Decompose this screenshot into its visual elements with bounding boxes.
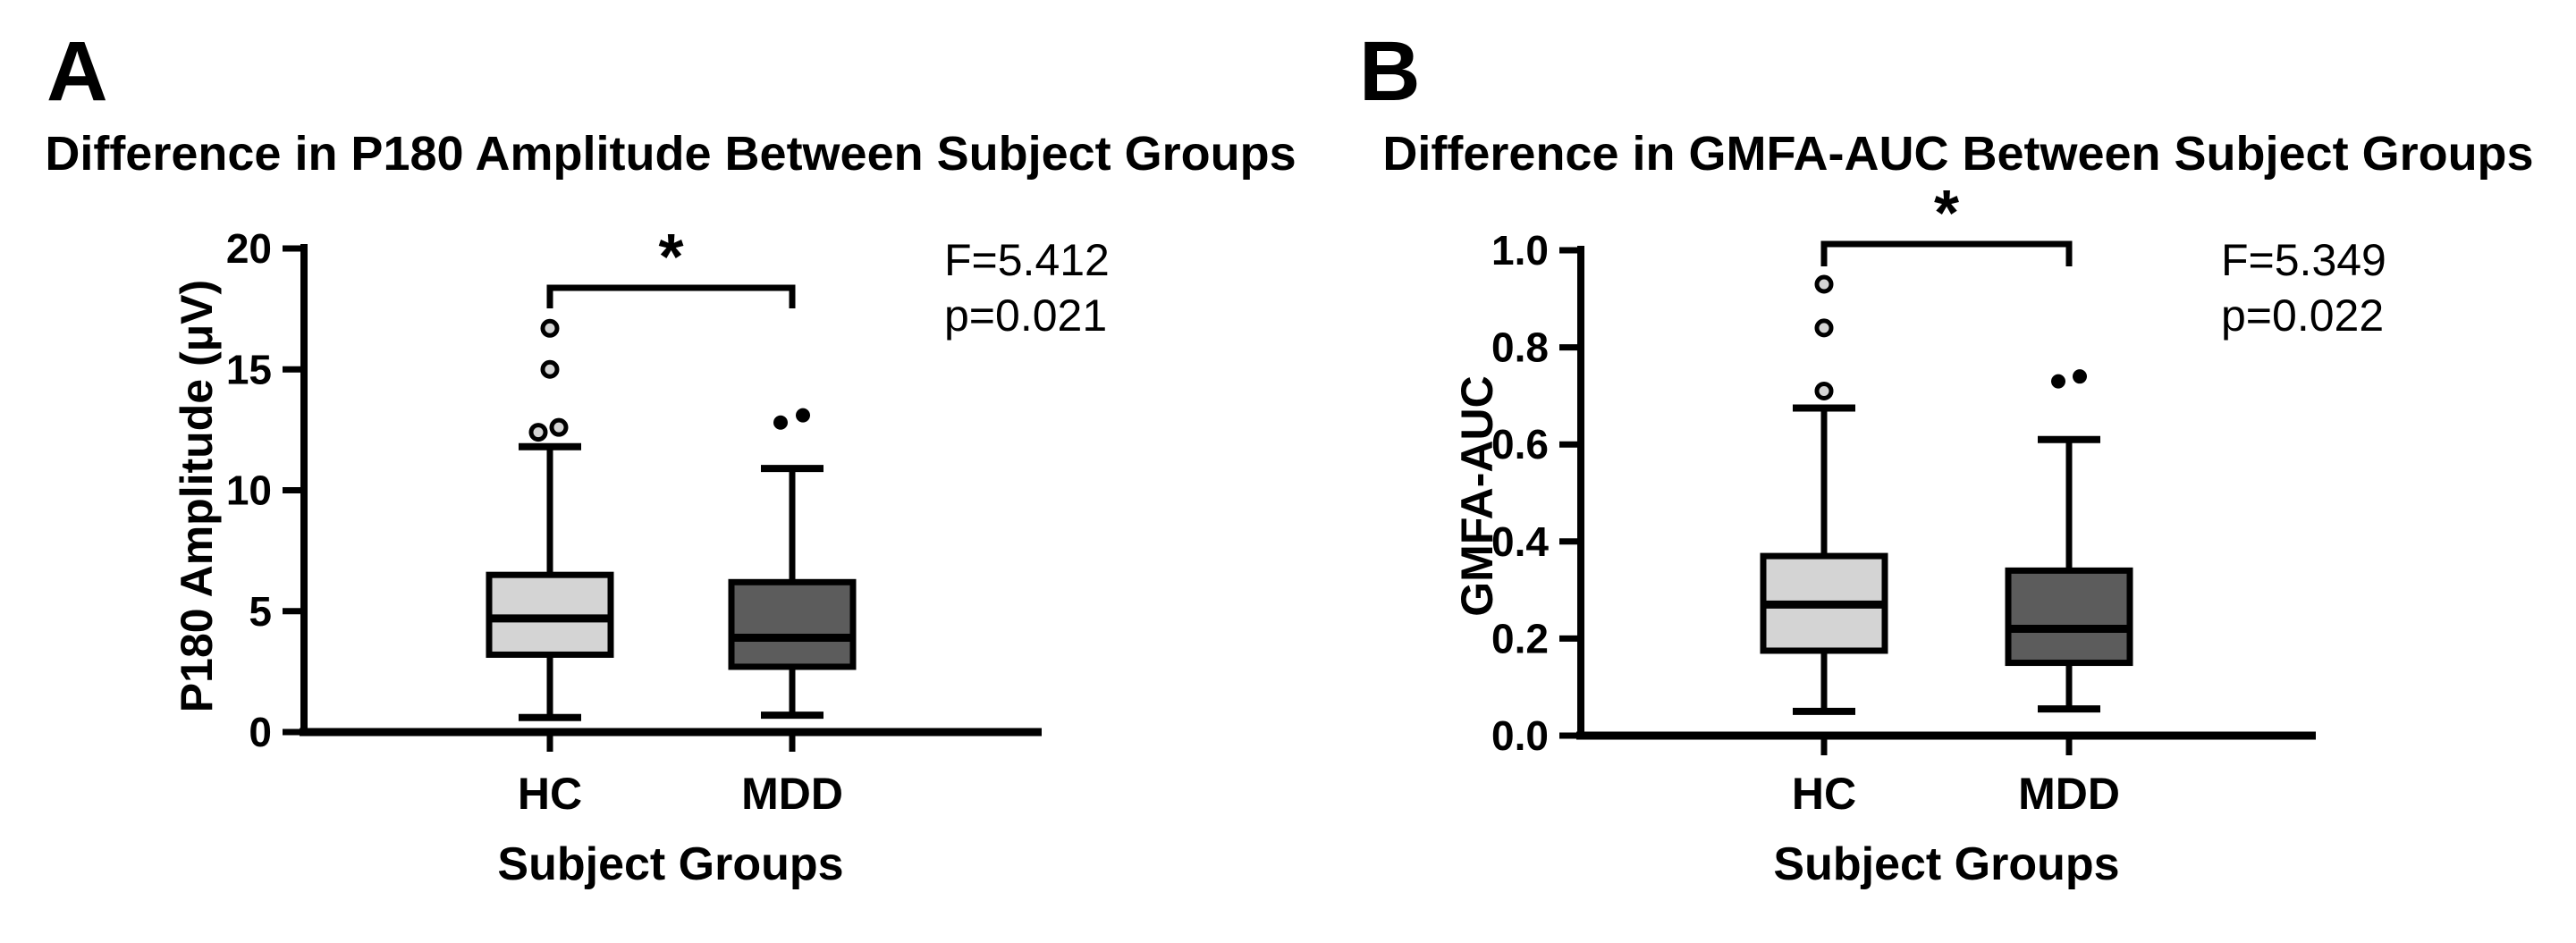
category-label-mdd: MDD [2018, 769, 2120, 819]
panel-b-x-axis-label: Subject Groups [1773, 838, 2119, 890]
significance-bracket [546, 284, 796, 308]
significance-bracket [1820, 240, 2073, 266]
panel-b-p-stat: p=0.022 [2221, 290, 2384, 341]
panel-b-y-axis-label: GMFA-AUC [1452, 375, 1502, 616]
category-label-hc: HC [1792, 769, 1856, 819]
y-tick-label: 0.4 [1491, 518, 1549, 565]
boxplot-panel-a: 0 5 10 15 20 HC MDD * [226, 222, 1042, 819]
significance-asterisk: * [658, 222, 683, 293]
outlier-point-hc [1814, 318, 1834, 338]
y-tick-label: 0 [249, 709, 272, 755]
y-tick-label: 0.0 [1491, 712, 1549, 759]
outlier-point-mdd [796, 408, 810, 423]
panel-b-f-stat: F=5.349 [2221, 235, 2386, 285]
panel-b-letter: B [1359, 24, 1421, 119]
outlier-point-hc [540, 359, 560, 379]
panel-b-title: Difference in GMFA-AUC Between Subject G… [1382, 127, 2533, 181]
outlier-point-hc [1814, 274, 1834, 294]
boxplot-panel-b: 0.0 0.2 0.4 0.6 0.8 1.0 HC MDD * [1491, 178, 2316, 819]
significance-asterisk: * [1934, 178, 1959, 249]
category-label-mdd: MDD [741, 769, 843, 819]
y-tick-label: 0.2 [1491, 615, 1549, 661]
panel-a-p-stat: p=0.021 [944, 290, 1107, 341]
y-tick-label: 0.8 [1491, 324, 1549, 371]
panel-a-f-stat: F=5.412 [944, 235, 1110, 285]
outlier-point-hc [549, 417, 569, 437]
outlier-point-hc [1814, 381, 1834, 400]
panel-a-title: Difference in P180 Amplitude Between Sub… [45, 127, 1296, 181]
y-tick-label: 20 [226, 225, 272, 272]
y-tick-label: 5 [249, 588, 272, 635]
panel-a-y-axis-label: P180 Amplitude (μV) [172, 280, 222, 712]
outlier-point-mdd [2073, 369, 2087, 384]
category-label-hc: HC [518, 769, 582, 819]
panel-a-x-axis-label: Subject Groups [497, 838, 843, 890]
outlier-point-mdd [2051, 374, 2065, 389]
outlier-point-hc [528, 423, 548, 442]
box-mdd [728, 578, 857, 670]
y-tick-label: 0.6 [1491, 421, 1549, 467]
box-mdd [2005, 567, 2133, 667]
panel-a-letter: A [46, 24, 108, 119]
y-tick-label: 1.0 [1491, 227, 1549, 274]
y-tick-label: 10 [226, 467, 272, 514]
y-tick-label: 15 [226, 346, 272, 392]
outlier-point-mdd [773, 415, 788, 430]
outlier-point-hc [540, 318, 560, 338]
